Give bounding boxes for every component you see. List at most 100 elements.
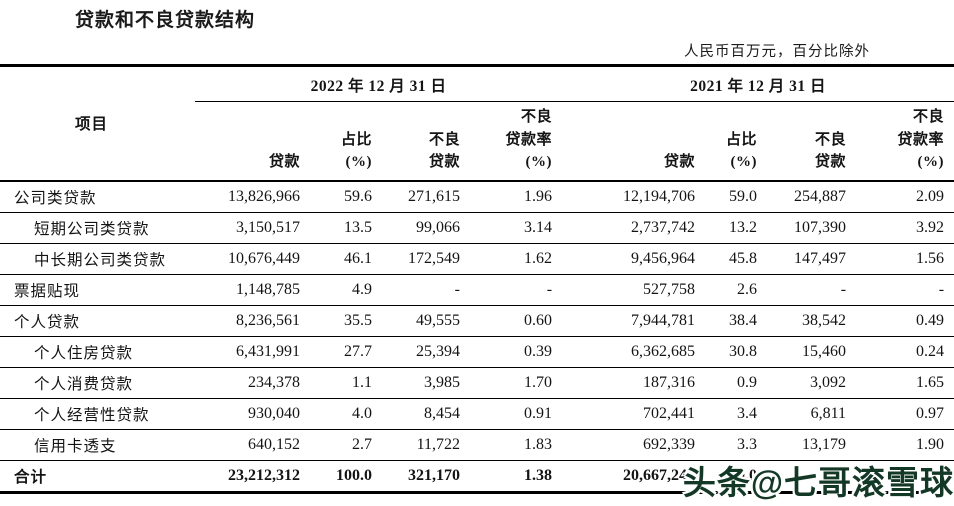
col-header-npl-2022: 不良 贷款: [382, 101, 470, 182]
cell-value: 254,887: [767, 180, 857, 213]
col-header-label: 不良: [815, 131, 847, 148]
period-header-2022: 2022 年 12 月 31 日: [195, 65, 563, 102]
cell-value: 1.1: [310, 367, 382, 399]
cell-value: 4.9: [310, 274, 382, 306]
col-header-label: (%): [345, 154, 372, 170]
row-label: 合计: [0, 460, 195, 494]
cell-value: 234,378: [195, 367, 310, 399]
cell-value: 4.0: [310, 398, 382, 430]
cell-value: 45.8: [705, 243, 768, 275]
cell-value: 13,179: [767, 429, 857, 461]
row-label: 公司类贷款: [0, 180, 195, 213]
cell-value: 10,676,449: [195, 243, 310, 275]
cell-value: 2.6: [705, 274, 768, 306]
cell-value: 8,236,561: [195, 305, 310, 337]
cell-value: 3.92: [856, 212, 954, 244]
col-header-label: 贷款: [428, 154, 460, 170]
cell-value: 1.96: [470, 180, 563, 213]
cell-value: 3,985: [382, 367, 470, 399]
cell-value: 13.2: [705, 212, 768, 244]
cell-value: 1.56: [856, 243, 954, 275]
page-title: 贷款和不良贷款结构: [75, 10, 256, 31]
cell-value: 640,152: [195, 429, 310, 461]
table-row: 短期公司类贷款 3,150,517 13.5 99,066 3.14 2,737,742 1…: [0, 212, 954, 244]
col-header-label: (%): [917, 154, 945, 170]
cell-value: 1.70: [470, 367, 563, 399]
cell-value: [856, 460, 954, 494]
cell-value: 2.09: [856, 180, 954, 213]
table-row: 公司类贷款 13,826,966 59.6 271,615 1.96 12,194,706…: [0, 180, 954, 213]
cell-value: 187,316: [562, 367, 706, 399]
col-header-label: (%): [730, 154, 758, 170]
cell-value: 13,826,966: [195, 180, 310, 213]
cell-value: 12,194,706: [562, 180, 706, 213]
cell-value: -: [856, 274, 954, 306]
cell-value: [767, 460, 857, 494]
col-header-label: (%): [525, 154, 553, 170]
cell-value: 13.5: [310, 212, 382, 244]
row-label: 个人经营性贷款: [0, 398, 195, 430]
table-row: 信用卡透支 640,152 2.7 11,722 1.83 692,339 3.3 13,17…: [0, 429, 954, 461]
cell-value: 0.97: [856, 398, 954, 430]
col-header-loans-2021: 贷款: [562, 101, 706, 182]
cell-value: 1.83: [470, 429, 563, 461]
table-row: 中长期公司类贷款 10,676,449 46.1 172,549 1.62 9,456,9…: [0, 243, 954, 275]
cell-value: 0.9: [705, 367, 768, 399]
cell-value: 59.6: [310, 180, 382, 213]
table-row: 个人消费贷款 234,378 1.1 3,985 1.70 187,316 0.9 3,092…: [0, 367, 954, 399]
col-header-label: 占比: [340, 131, 372, 148]
watermark: 头条@七哥滚雪球: [682, 464, 954, 501]
cell-value: 38.4: [705, 305, 768, 337]
cell-value: 0.60: [470, 305, 563, 337]
col-header-npl-2021: 不良 贷款: [767, 101, 857, 182]
row-label: 票据贴现: [0, 274, 195, 306]
col-header-npl-ratio-2022: 不良 贷款率 (%): [470, 101, 563, 182]
cell-value: 527,758: [562, 274, 706, 306]
col-header-label: 贷款: [815, 154, 847, 170]
cell-value: 25,394: [382, 336, 470, 368]
cell-value: 100.0: [310, 460, 382, 494]
cell-value: 0.49: [856, 305, 954, 337]
cell-value: 99,066: [382, 212, 470, 244]
loan-structure-table: 项目 2022 年 12 月 31 日 2021 年 12 月 31 日 贷款 …: [0, 64, 954, 494]
col-header-loans-2022: 贷款: [195, 101, 310, 182]
cell-value: 8,454: [382, 398, 470, 430]
cell-value: 23,212,312: [195, 460, 310, 494]
table-header: 项目 2022 年 12 月 31 日 2021 年 12 月 31 日 贷款 …: [0, 65, 954, 182]
period-header-2021: 2021 年 12 月 31 日: [562, 65, 954, 102]
row-label: 信用卡透支: [0, 429, 195, 461]
cell-value: -: [470, 274, 563, 306]
cell-value: 3,092: [767, 367, 857, 399]
cell-value: -: [767, 274, 857, 306]
cell-value: 147,497: [767, 243, 857, 275]
table-body: 公司类贷款 13,826,966 59.6 271,615 1.96 12,194,706…: [0, 180, 954, 494]
cell-value: 0.39: [470, 336, 563, 368]
cell-value: 1.90: [856, 429, 954, 461]
cell-value: 59.0: [705, 180, 768, 213]
cell-value: 27.7: [310, 336, 382, 368]
cell-value: 38,542: [767, 305, 857, 337]
row-label: 个人住房贷款: [0, 336, 195, 368]
cell-value: 3.3: [705, 429, 768, 461]
cell-value: 2,737,742: [562, 212, 706, 244]
cell-value: 11,722: [382, 429, 470, 461]
row-label: 个人贷款: [0, 305, 195, 337]
row-label: 中长期公司类贷款: [0, 243, 195, 275]
cell-value: 15,460: [767, 336, 857, 368]
cell-value: 9,456,964: [562, 243, 706, 275]
cell-value: 1,148,785: [195, 274, 310, 306]
col-header-label: 占比: [726, 131, 758, 148]
cell-value: 3.14: [470, 212, 563, 244]
cell-value: 271,615: [382, 180, 470, 213]
col-header-share-2021: 占比 (%): [705, 101, 768, 182]
col-header-label: 不良: [521, 109, 553, 125]
row-label: 短期公司类贷款: [0, 212, 195, 244]
cell-value: 7,944,781: [562, 305, 706, 337]
cell-value: 702,441: [562, 398, 706, 430]
unit-note: 人民币百万元，百分比除外: [684, 44, 870, 60]
col-header-label: 贷款: [268, 154, 300, 170]
table-row: 票据贴现 1,148,785 4.9- -527,758 2.6- -: [0, 274, 954, 306]
cell-value: 930,040: [195, 398, 310, 430]
cell-value: 692,339: [562, 429, 706, 461]
cell-value: 1.65: [856, 367, 954, 399]
